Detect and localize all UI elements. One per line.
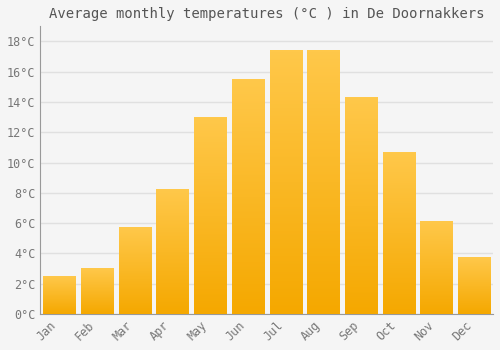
Title: Average monthly temperatures (°C ) in De Doornakkers: Average monthly temperatures (°C ) in De… — [49, 7, 484, 21]
